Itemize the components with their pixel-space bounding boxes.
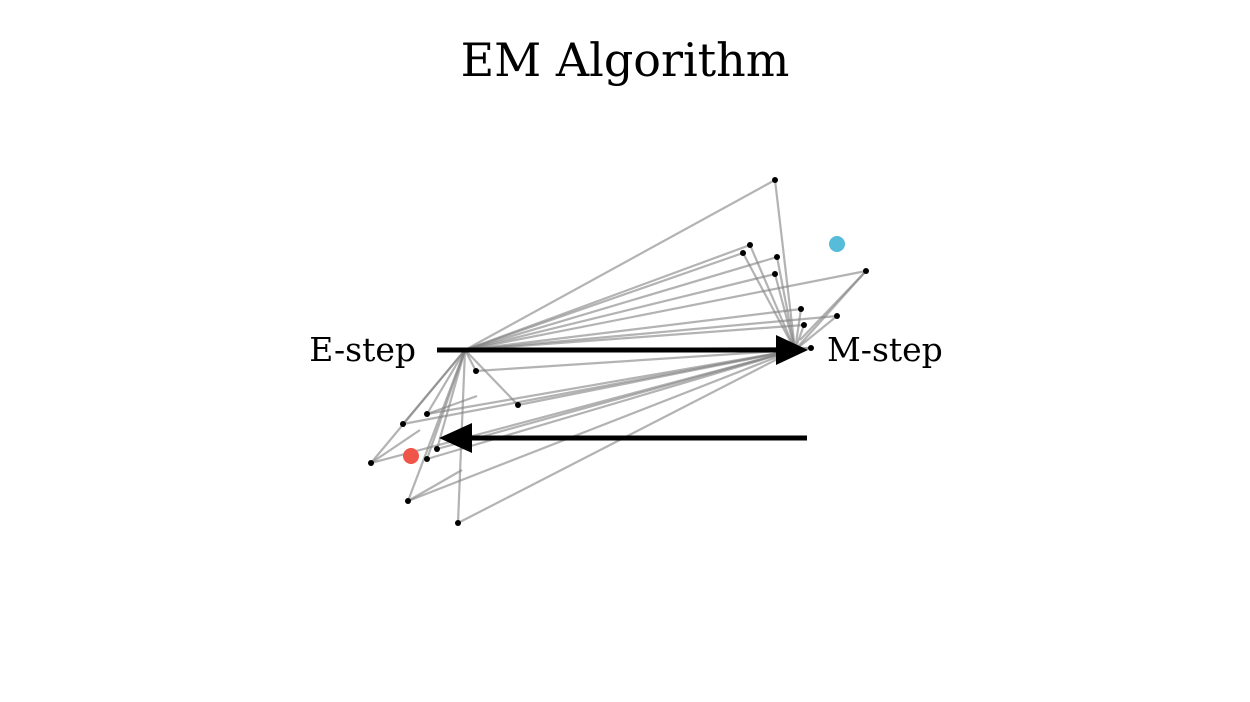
connection-line (464, 349, 519, 406)
connection-line (464, 323, 805, 352)
sample-point (801, 322, 807, 328)
sample-point (434, 446, 440, 452)
connection-line (799, 270, 867, 341)
sample-point (424, 411, 430, 417)
connection-line (464, 269, 867, 352)
forward-arrow (437, 335, 808, 365)
connection-line (426, 348, 796, 461)
sample-point (747, 242, 753, 248)
connection-line (773, 273, 797, 351)
connection-line (406, 349, 467, 502)
connection-line (370, 429, 421, 464)
diagram-title: EM Algorithm (461, 33, 790, 87)
connection-line (464, 307, 802, 352)
sample-point (798, 306, 804, 312)
sample-point (368, 460, 374, 466)
e-step-label: E-step (309, 330, 416, 369)
sample-point (834, 313, 840, 319)
connection-line (748, 244, 797, 351)
cluster-b-marker (829, 236, 845, 252)
connection-line (793, 308, 803, 351)
m-step-label: M-step (827, 330, 943, 369)
sample-point (473, 368, 479, 374)
sample-point (455, 520, 461, 526)
connection-line (464, 349, 477, 372)
connection-line (742, 252, 796, 351)
sample-point (405, 498, 411, 504)
connection-line (370, 349, 466, 464)
connection-line (464, 272, 776, 352)
connection-line (464, 255, 778, 352)
sample-point (515, 402, 521, 408)
backward-arrow (439, 423, 807, 453)
sample-point (808, 345, 814, 351)
sample-point (740, 250, 746, 256)
connection-lines (370, 179, 867, 524)
connection-line (475, 348, 796, 373)
sample-point (774, 254, 780, 260)
connection-line (426, 349, 466, 415)
connection-line (464, 179, 776, 351)
backward-arrowhead (439, 423, 472, 453)
connection-line (773, 179, 797, 351)
connection-line (464, 251, 744, 352)
sample-point (772, 271, 778, 277)
connection-line (426, 394, 478, 416)
sample-point (424, 456, 430, 462)
forward-arrowhead (776, 335, 808, 365)
connection-line (407, 348, 796, 503)
sample-point (400, 421, 406, 427)
connection-line (794, 315, 838, 351)
sample-points (368, 177, 869, 526)
connection-line (370, 348, 796, 465)
connection-line (402, 348, 796, 426)
cluster-a-marker (403, 448, 419, 464)
connection-line (407, 469, 463, 502)
sample-point (772, 177, 778, 183)
sample-point (863, 268, 869, 274)
